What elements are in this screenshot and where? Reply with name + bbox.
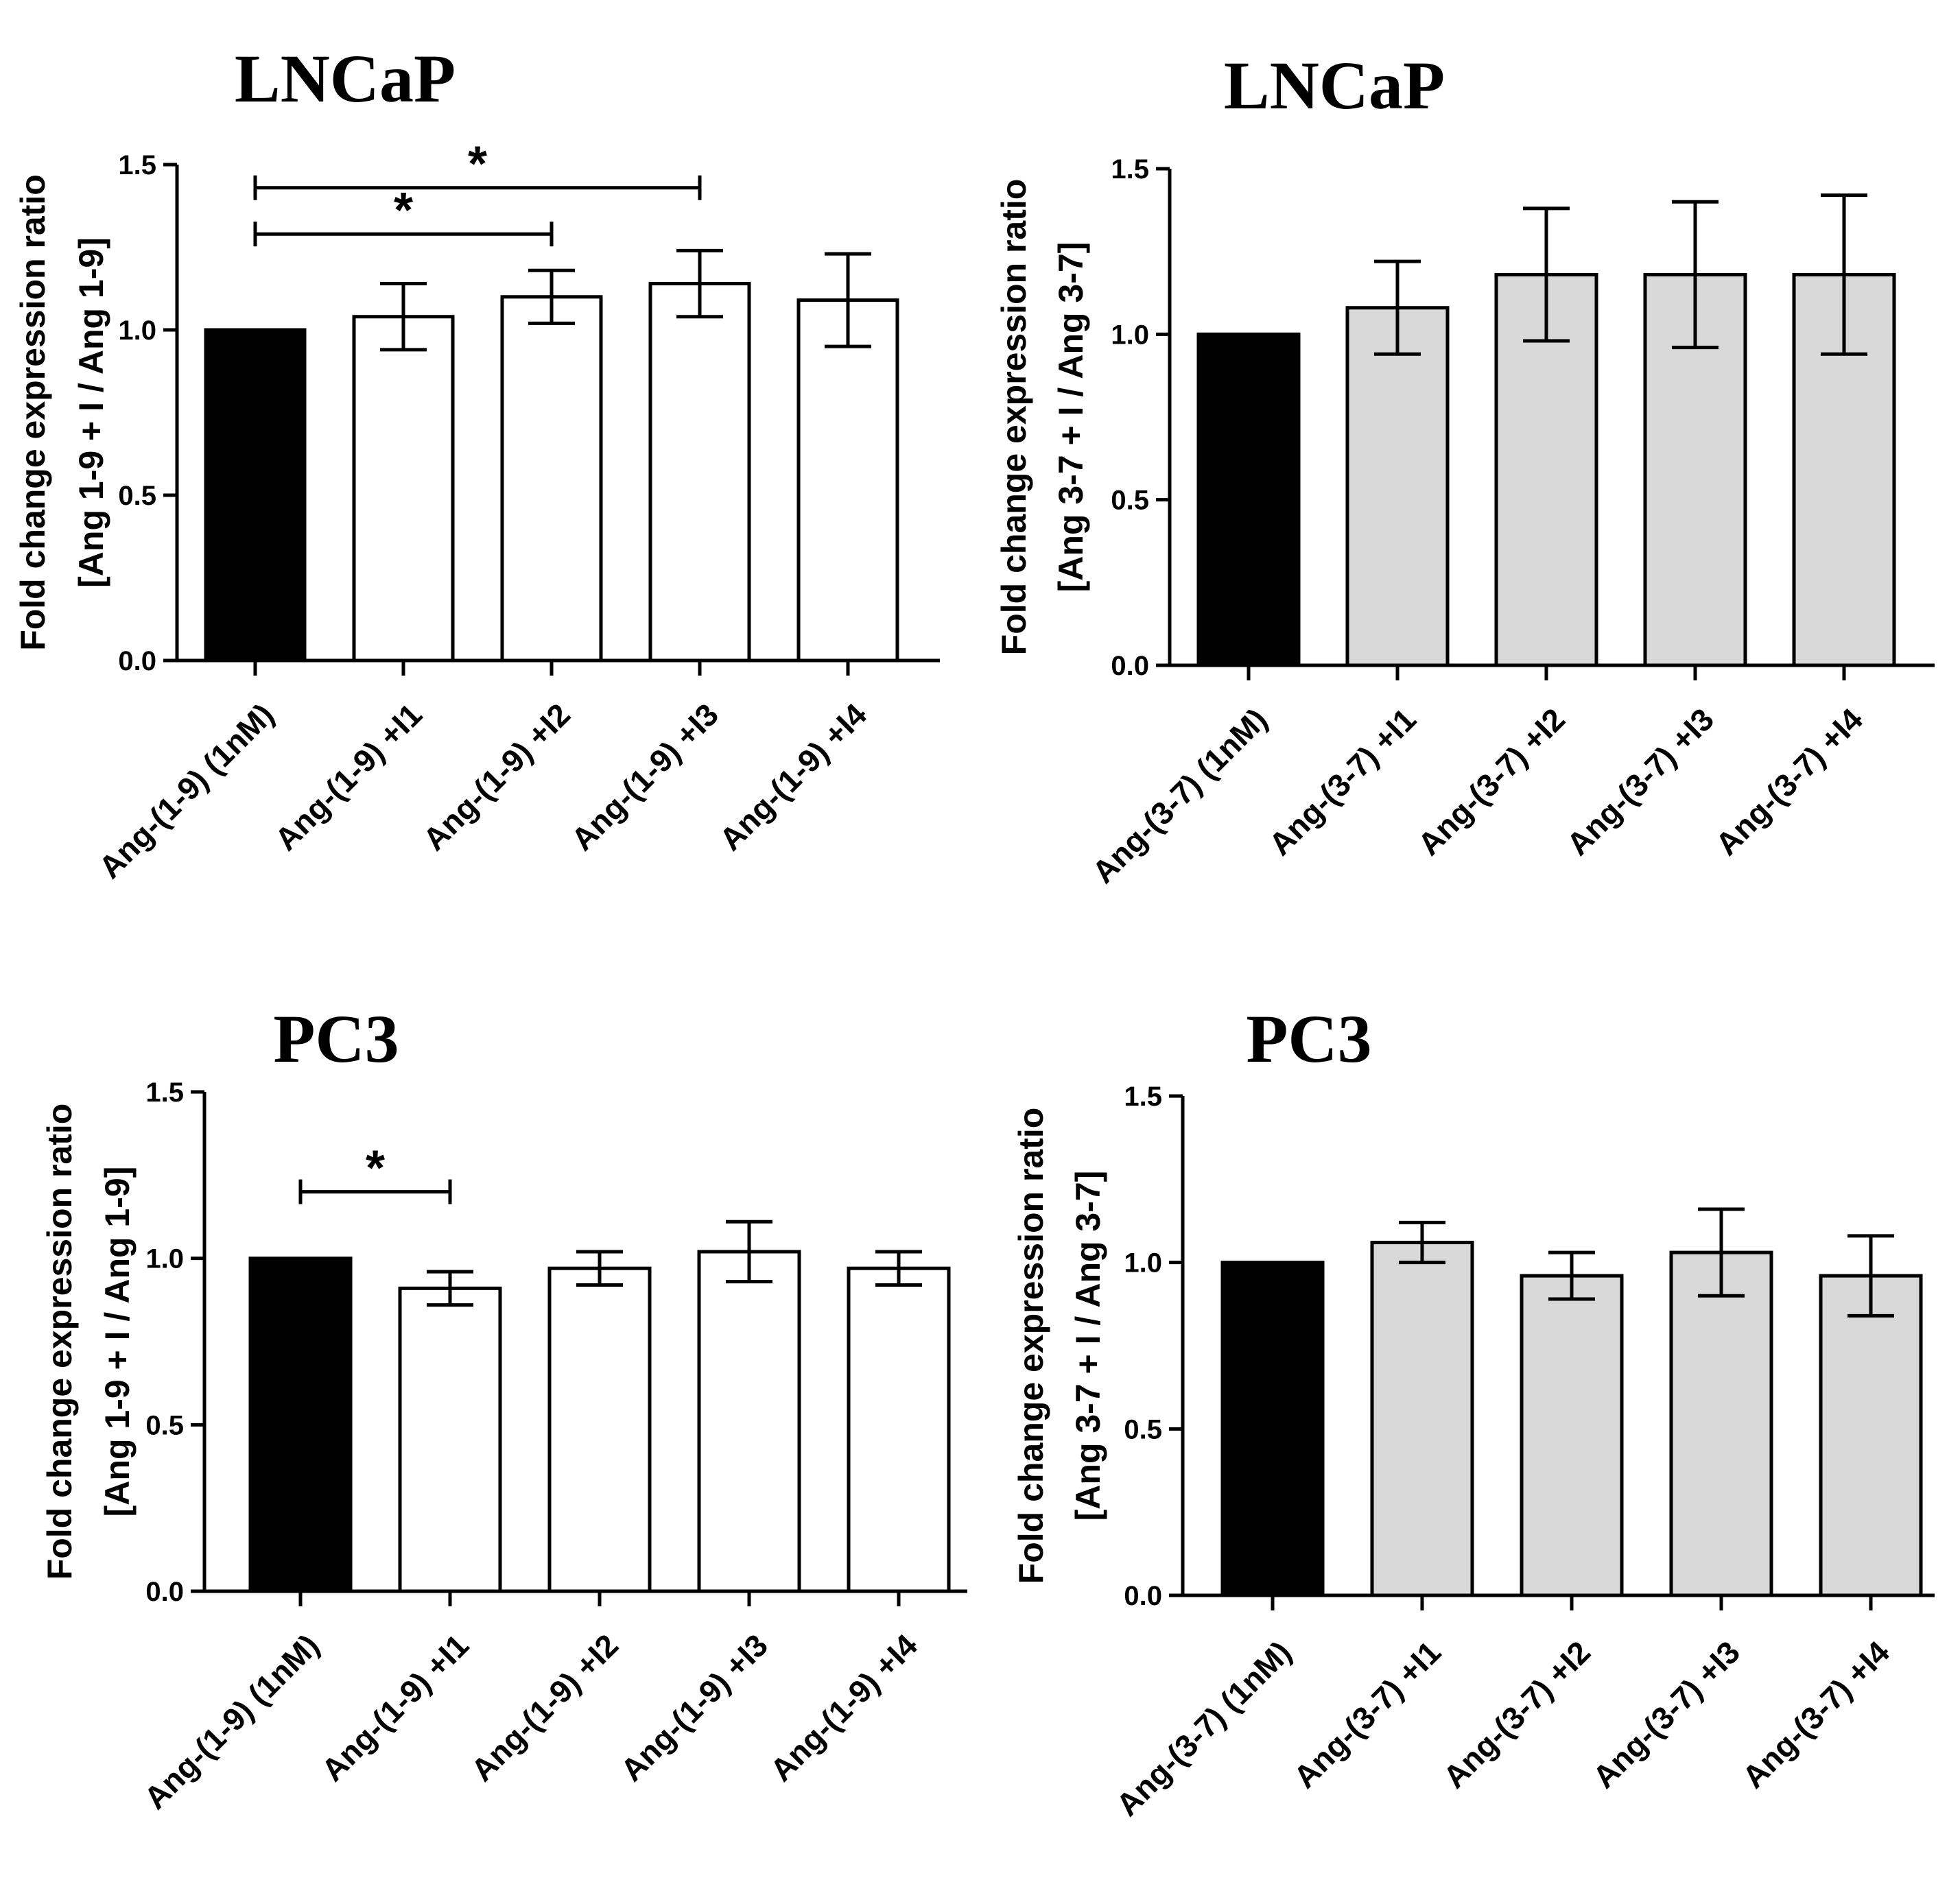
y-axis-label-line2: [Ang 3-7 + I / Ang 3-7] — [1069, 1171, 1107, 1521]
y-tick-label: 0.0 — [1124, 1581, 1162, 1611]
x-tick-label: Ang-(3-7) (1nM) — [1109, 1634, 1298, 1822]
y-axis-label-line2: [Ang 3-7 + I / Ang 3-7] — [1052, 242, 1090, 593]
x-tick-label: Ang-(1-9) +I3 — [564, 696, 725, 857]
chart-panel-2: LNCaP Fold change expression ratio [Ang 3-… — [995, 47, 1935, 890]
chart-panel-3: PC3 Fold change expression ratio [Ang 1-9 … — [40, 1001, 967, 1816]
x-tick-label: Ang-(1-9) +I1 — [268, 696, 429, 857]
bar — [352, 315, 455, 663]
bar — [847, 1266, 951, 1593]
x-tick-label: Ang-(3-7) +I1 — [1262, 701, 1423, 862]
x-tick-label: Ang-(3-7) +I3 — [1559, 701, 1721, 862]
y-tick-label: 0.0 — [118, 646, 156, 676]
y-axis-label-line1: Fold change expression ratio — [14, 174, 52, 651]
y-tick-label: 0.5 — [1124, 1414, 1162, 1444]
bar — [1792, 272, 1896, 667]
y-tick-label: 1.0 — [145, 1244, 184, 1274]
y-tick-label: 1.5 — [145, 1078, 184, 1108]
bar — [500, 295, 603, 663]
y-tick-label: 0.5 — [1111, 486, 1149, 516]
x-tick-label: Ang-(1-9) +I3 — [613, 1627, 775, 1788]
bar — [796, 298, 899, 663]
x-tick-label: Ang-(1-9) +I2 — [416, 696, 577, 857]
chart-panel-4: PC3 Fold change expression ratio [Ang 3-7 … — [1012, 1001, 1935, 1823]
x-tick-label: Ang-(1-9) (1nM) — [92, 696, 281, 885]
x-tick-label: Ang-(1-9) +I4 — [712, 696, 873, 857]
y-axis-label-line1: Fold change expression ratio — [40, 1104, 79, 1580]
x-tick-label: Ang-(3-7) +I4 — [1735, 1634, 1896, 1795]
y-tick-label: 0.5 — [118, 481, 156, 511]
significance-star: * — [468, 137, 487, 192]
bar — [1196, 332, 1301, 667]
y-tick-label: 1.0 — [118, 316, 156, 346]
x-tick-label: Ang-(3-7) +I2 — [1436, 1634, 1597, 1795]
bar — [1220, 1261, 1325, 1597]
bar — [697, 1250, 801, 1593]
x-tick-label: Ang-(3-7) +I1 — [1286, 1634, 1448, 1795]
x-tick-label: Ang-(1-9) +I1 — [314, 1627, 475, 1788]
y-tick-label: 1.5 — [1111, 154, 1149, 185]
chart-title: LNCaP — [235, 40, 456, 117]
y-tick-label: 1.5 — [1124, 1082, 1162, 1112]
y-axis-label-line1: Fold change expression ratio — [1012, 1108, 1050, 1584]
chart-title: LNCaP — [1224, 47, 1445, 123]
x-tick-label: Ang-(3-7) +I4 — [1708, 701, 1869, 862]
x-tick-label: Ang-(3-7) (1nM) — [1085, 701, 1274, 890]
y-tick-label: 0.0 — [145, 1577, 184, 1607]
y-axis-label-line2: [Ang 1-9 + I / Ang 1-9] — [98, 1167, 137, 1517]
y-tick-label: 1.0 — [1111, 320, 1149, 350]
bar — [1520, 1274, 1624, 1597]
significance-star: * — [366, 1141, 385, 1196]
x-tick-label: Ang-(1-9) +I2 — [464, 1627, 625, 1788]
y-axis-label-line2: [Ang 1-9 + I / Ang 1-9] — [72, 237, 110, 588]
bar — [1669, 1250, 1773, 1597]
bar — [248, 1257, 353, 1593]
y-tick-label: 0.5 — [145, 1410, 184, 1440]
bar — [398, 1286, 502, 1593]
bar — [648, 282, 751, 663]
chart-title: PC3 — [1246, 1001, 1371, 1077]
chart-panel-1: LNCaP Fold change expression ratio [Ang 1-… — [14, 40, 940, 885]
y-tick-label: 0.0 — [1111, 651, 1149, 681]
y-axis-label-line1: Fold change expression ratio — [995, 179, 1033, 656]
y-tick-label: 1.0 — [1124, 1248, 1162, 1278]
bar — [547, 1266, 652, 1593]
x-tick-label: Ang-(3-7) +I2 — [1410, 701, 1572, 862]
x-tick-label: Ang-(1-9) +I4 — [763, 1627, 924, 1788]
bar — [1370, 1241, 1474, 1597]
x-tick-label: Ang-(3-7) +I3 — [1585, 1634, 1747, 1795]
x-tick-label: Ang-(1-9) (1nM) — [137, 1627, 326, 1816]
bar — [1345, 306, 1450, 667]
chart-title: PC3 — [273, 1001, 399, 1077]
significance-star: * — [394, 183, 413, 238]
bar — [1819, 1274, 1923, 1597]
bar — [204, 328, 307, 663]
y-tick-label: 1.5 — [118, 150, 156, 180]
